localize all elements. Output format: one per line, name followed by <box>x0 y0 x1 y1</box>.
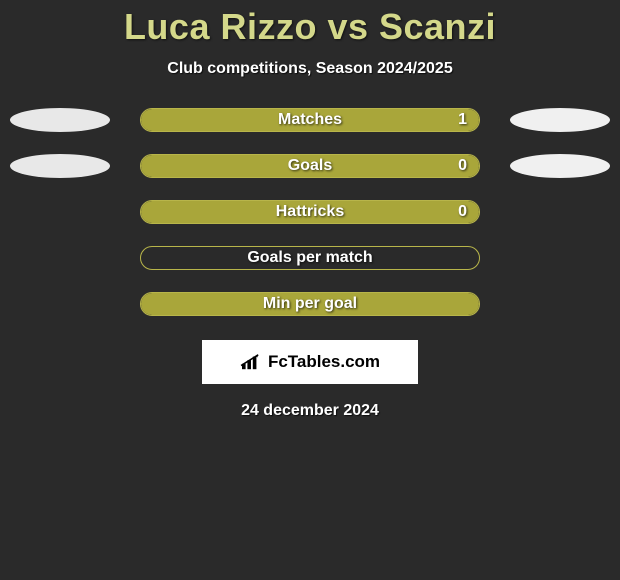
stat-row: Min per goal <box>0 292 620 316</box>
stat-label: Matches <box>141 109 479 131</box>
bar-chart-icon <box>240 353 262 371</box>
comparison-infographic: Luca Rizzo vs Scanzi Club competitions, … <box>0 0 620 420</box>
subtitle: Club competitions, Season 2024/2025 <box>167 60 452 78</box>
player-marker-right <box>510 154 610 178</box>
stat-label: Hattricks <box>141 201 479 223</box>
stat-label: Goals <box>141 155 479 177</box>
player-marker-right <box>510 108 610 132</box>
stat-bar: Goals0 <box>140 154 480 178</box>
stat-row: Goals0 <box>0 154 620 178</box>
stat-row: Goals per match <box>0 246 620 270</box>
stat-bar: Matches1 <box>140 108 480 132</box>
player-marker-left <box>10 154 110 178</box>
stat-label: Min per goal <box>141 293 479 315</box>
stat-row: Hattricks0 <box>0 200 620 224</box>
stat-value: 1 <box>458 109 467 131</box>
stat-value: 0 <box>458 201 467 223</box>
stat-bar: Hattricks0 <box>140 200 480 224</box>
stat-row: Matches1 <box>0 108 620 132</box>
page-title: Luca Rizzo vs Scanzi <box>124 6 496 48</box>
fctables-logo: FcTables.com <box>202 340 418 384</box>
player-marker-left <box>10 108 110 132</box>
stat-rows: Matches1Goals0Hattricks0Goals per matchM… <box>0 108 620 316</box>
stat-label: Goals per match <box>141 247 479 269</box>
stat-value: 0 <box>458 155 467 177</box>
date-label: 24 december 2024 <box>241 402 379 420</box>
stat-bar: Goals per match <box>140 246 480 270</box>
stat-bar: Min per goal <box>140 292 480 316</box>
logo-text: FcTables.com <box>268 352 380 372</box>
